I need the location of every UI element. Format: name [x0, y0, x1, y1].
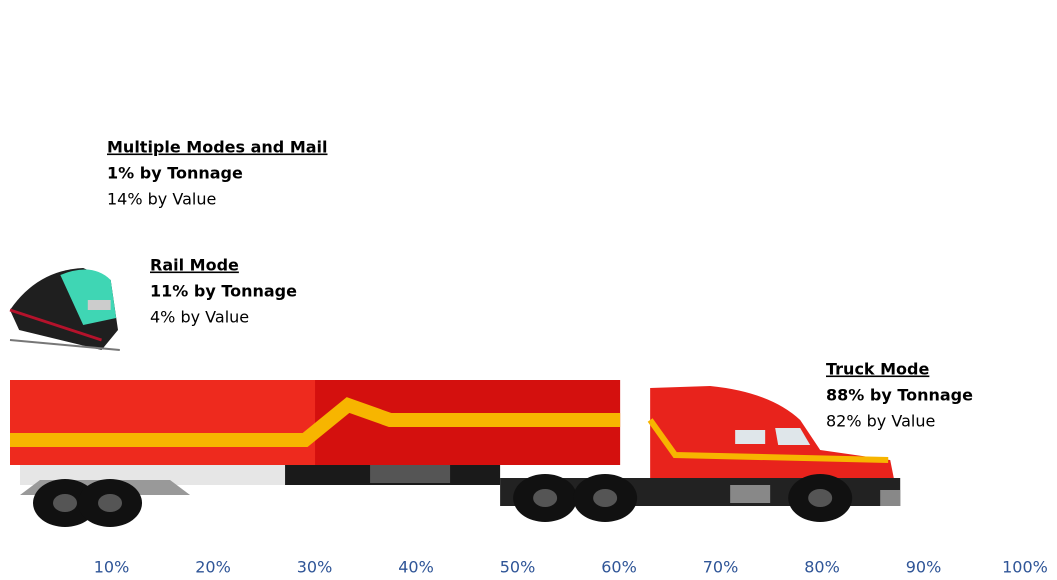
- truck-part: [10, 380, 320, 465]
- rail-icon: [10, 268, 120, 350]
- rail-part: [88, 300, 111, 310]
- value-label: 82% by Value: [826, 412, 935, 431]
- x-tick-label: 80%: [804, 558, 840, 577]
- x-tick-label: 60%: [601, 558, 637, 577]
- truck-part: [593, 489, 617, 507]
- value-label: 4% by Value: [150, 308, 249, 327]
- truck-part: [53, 494, 77, 512]
- x-tick-label: 40%: [398, 558, 434, 577]
- truck-part: [533, 489, 557, 507]
- truck-part: [730, 485, 770, 503]
- truck-part: [735, 430, 765, 444]
- truck-part: [880, 490, 900, 506]
- tonnage-label: 11% by Tonnage: [150, 282, 297, 301]
- truck-part: [808, 489, 832, 507]
- chart: Multiple Modes and Mail 1% by Tonnage 14% …: [0, 0, 1057, 580]
- x-tick-label: 10%: [94, 558, 130, 577]
- mode-name: Rail Mode: [150, 256, 239, 275]
- truck-icon: [10, 380, 900, 527]
- x-tick-label: 90%: [906, 558, 942, 577]
- value-label: 14% by Value: [107, 190, 216, 209]
- x-tick-label: 100%: [1002, 558, 1048, 577]
- x-tick-label: 30%: [297, 558, 333, 577]
- x-tick-label: 50%: [500, 558, 536, 577]
- tonnage-label: 1% by Tonnage: [107, 164, 243, 183]
- truck-part: [370, 465, 450, 483]
- mode-name: Truck Mode: [826, 360, 930, 379]
- mode-name: Multiple Modes and Mail: [107, 138, 328, 157]
- tonnage-label: 88% by Tonnage: [826, 386, 973, 405]
- x-tick-label: 70%: [703, 558, 739, 577]
- truck-part: [98, 494, 122, 512]
- x-tick-label: 20%: [195, 558, 231, 577]
